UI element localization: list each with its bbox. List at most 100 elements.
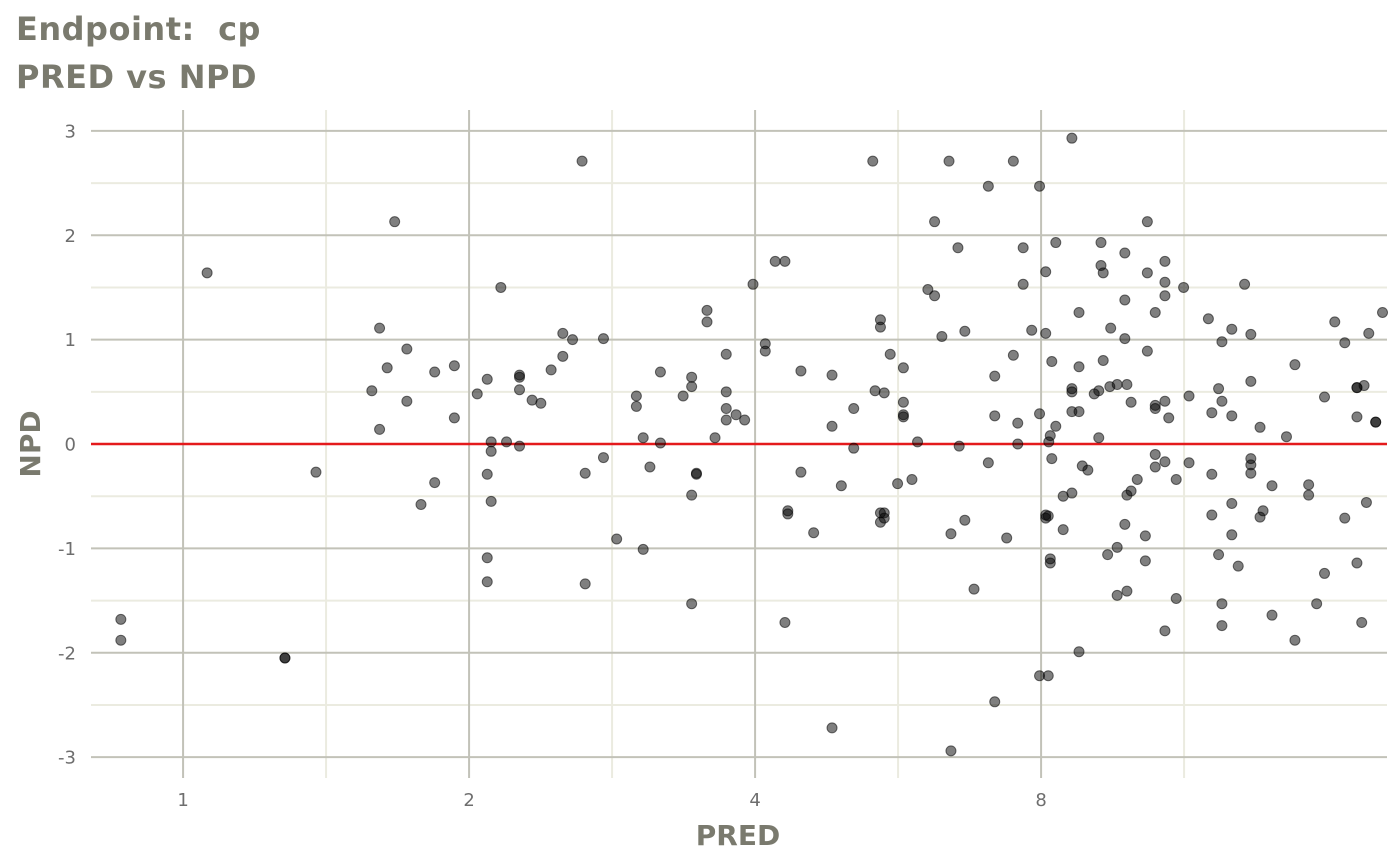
- data-point: [1377, 306, 1389, 318]
- data-point: [495, 281, 507, 293]
- data-point: [448, 412, 460, 424]
- data-point: [1289, 634, 1301, 646]
- data-point: [1159, 395, 1171, 407]
- data-point: [567, 334, 579, 346]
- data-point: [945, 745, 957, 757]
- data-point: [701, 304, 713, 316]
- data-point: [1034, 408, 1046, 420]
- data-point: [481, 373, 493, 385]
- data-point: [201, 267, 213, 279]
- x-tick-label: 1: [177, 790, 188, 811]
- data-point: [848, 403, 860, 415]
- data-point: [401, 395, 413, 407]
- data-point: [747, 278, 759, 290]
- data-point: [481, 576, 493, 588]
- data-point: [1131, 473, 1143, 485]
- data-point: [1119, 518, 1131, 530]
- data-point: [481, 552, 493, 564]
- data-point: [1206, 509, 1218, 521]
- y-tick-label: -3: [58, 748, 76, 769]
- data-point: [485, 445, 497, 457]
- y-axis-title: NPD: [14, 410, 47, 477]
- x-axis-ticks: 1 2 4 8: [177, 790, 1046, 811]
- data-point: [959, 325, 971, 337]
- data-point: [1216, 598, 1228, 610]
- data-point: [576, 155, 588, 167]
- data-point: [1141, 345, 1153, 357]
- x-tick-label: 8: [1035, 790, 1046, 811]
- data-point: [686, 598, 698, 610]
- data-point: [1073, 646, 1085, 658]
- data-point: [1159, 276, 1171, 288]
- data-point: [557, 350, 569, 362]
- data-point: [1040, 266, 1052, 278]
- data-point: [485, 495, 497, 507]
- data-point: [654, 437, 666, 449]
- data-point: [115, 613, 127, 625]
- data-point: [1170, 473, 1182, 485]
- data-point: [429, 477, 441, 489]
- data-point: [1149, 448, 1161, 460]
- data-point: [848, 442, 860, 454]
- data-point: [1311, 598, 1323, 610]
- data-point: [1159, 456, 1171, 468]
- data-point: [514, 369, 526, 381]
- data-point: [759, 338, 771, 350]
- data-point: [929, 216, 941, 228]
- data-point: [1034, 180, 1046, 192]
- data-point: [1239, 278, 1251, 290]
- data-point: [677, 390, 689, 402]
- data-point: [779, 255, 791, 267]
- data-point: [1093, 385, 1105, 397]
- data-point: [1370, 416, 1382, 428]
- y-axis-ticks: -3 -2 -1 0 1 2 3: [58, 121, 76, 768]
- data-point: [720, 348, 732, 360]
- data-point: [826, 420, 838, 432]
- data-point: [959, 514, 971, 526]
- data-point: [835, 480, 847, 492]
- data-point: [1303, 479, 1315, 491]
- data-point: [943, 155, 955, 167]
- data-point: [968, 583, 980, 595]
- data-point: [381, 362, 393, 374]
- data-point: [514, 384, 526, 396]
- data-point: [1111, 379, 1123, 391]
- data-point: [1026, 324, 1038, 336]
- data-point: [310, 466, 322, 478]
- data-point: [1245, 328, 1257, 340]
- data-point: [1226, 410, 1238, 422]
- data-point: [611, 533, 623, 545]
- data-point: [1319, 391, 1331, 403]
- data-point: [1351, 557, 1363, 569]
- data-point: [1097, 267, 1109, 279]
- data-point: [654, 366, 666, 378]
- data-point: [1046, 453, 1058, 465]
- data-point: [1339, 337, 1351, 349]
- data-point: [1012, 438, 1024, 450]
- data-point: [701, 316, 713, 328]
- y-tick-label: 1: [65, 330, 76, 351]
- data-point: [1119, 247, 1131, 259]
- data-point: [1149, 461, 1161, 473]
- data-point: [630, 400, 642, 412]
- data-point: [579, 467, 591, 479]
- chart-subtitle: PRED vs NPD: [16, 58, 257, 96]
- data-point: [374, 322, 386, 334]
- data-point: [826, 722, 838, 734]
- data-point: [1226, 529, 1238, 541]
- data-point: [1303, 489, 1315, 501]
- data-point: [912, 436, 924, 448]
- data-point: [557, 327, 569, 339]
- data-point: [279, 652, 291, 664]
- data-point: [878, 507, 890, 519]
- data-point: [637, 432, 649, 444]
- data-point: [1319, 567, 1331, 579]
- data-point: [1001, 532, 1013, 544]
- minor-grid: [91, 110, 1387, 778]
- data-points: [115, 132, 1389, 757]
- data-point: [952, 242, 964, 254]
- data-point: [867, 155, 879, 167]
- data-point: [1356, 616, 1368, 628]
- data-point: [897, 411, 909, 423]
- x-tick-label: 4: [749, 790, 760, 811]
